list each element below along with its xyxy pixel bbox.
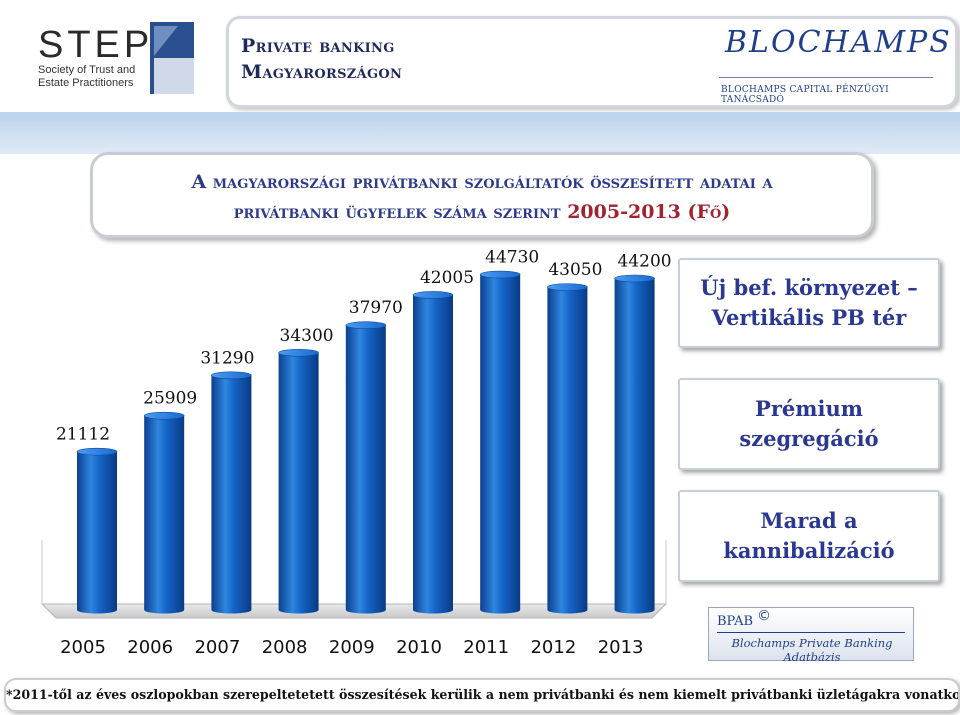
step-logo-subtitle-line: Estate Practitioners xyxy=(38,77,134,89)
bar-top xyxy=(479,270,521,279)
bar-chart: 21112 25909 31290 34300 37970 42005 44730 43050… xyxy=(40,248,672,658)
bar-2005 xyxy=(76,447,118,614)
bar-body xyxy=(480,274,521,614)
bar-2008 xyxy=(278,348,319,614)
bpab-logo-subtitle: Blochamps Private Banking Adatbázis xyxy=(731,636,893,664)
bar-2011 xyxy=(479,270,521,614)
callout-text: Prémium szegregáció xyxy=(739,394,878,454)
step-logo-subtitle: Society of Trust and Estate Practitioner… xyxy=(38,64,163,90)
value-label: 44730 xyxy=(485,248,539,268)
chart-heading-line: A magyarországi privátbanki szolgáltatók… xyxy=(191,171,773,193)
header-title-box: Private banking Magyarországon BLOCHAMPS… xyxy=(226,16,958,108)
category-label: 2006 xyxy=(127,637,173,658)
blochamps-logo: BLOCHAMPS BLOCHAMPS CAPITAL PÉNZÜGYI TAN… xyxy=(719,25,950,105)
category-label: 2013 xyxy=(598,637,644,658)
value-label: 44200 xyxy=(618,252,672,272)
chart-heading-years: 2005-2013 (Fő) xyxy=(567,201,731,223)
value-label: 42005 xyxy=(420,268,474,288)
bar-top xyxy=(614,274,655,283)
callout-line: kannibalizáció xyxy=(723,538,895,563)
category-labels-group: 2005 2006 2007 2008 2009 2010 2011 2012 2013 xyxy=(60,637,643,658)
bar-body xyxy=(211,375,252,614)
bar-top xyxy=(76,447,118,456)
copyright-icon: © xyxy=(757,608,771,624)
bar-top xyxy=(211,371,252,380)
category-label: 2011 xyxy=(463,637,509,658)
blochamps-logo-rule xyxy=(719,77,933,78)
bar-body xyxy=(77,451,117,614)
bar-2006 xyxy=(143,411,185,614)
value-label: 31290 xyxy=(200,348,254,368)
value-label: 21112 xyxy=(56,425,110,445)
footnote: *2011-től az éves oszlopokban szerepelte… xyxy=(4,678,960,712)
callout-text: Marad a kannibalizáció xyxy=(723,506,894,566)
chart-heading-line2-text: privátbanki ügyfelek száma szerint xyxy=(233,201,561,223)
category-label: 2012 xyxy=(530,637,576,658)
page-title-line: Magyarországon xyxy=(241,61,403,83)
chart-heading-box: A magyarországi privátbanki szolgáltatók… xyxy=(90,152,874,238)
blochamps-logo-name: BLOCHAMPS xyxy=(725,25,952,60)
bar-2010 xyxy=(412,291,454,614)
value-label: 43050 xyxy=(548,260,602,280)
bar-top xyxy=(278,348,319,357)
category-label: 2007 xyxy=(194,637,240,658)
step-logo-mark-icon xyxy=(150,22,194,94)
bar-top xyxy=(143,411,185,420)
bar-2012 xyxy=(547,283,588,614)
step-logo-subtitle-line: Society of Trust and xyxy=(38,64,136,76)
category-label: 2005 xyxy=(60,637,106,658)
category-label: 2008 xyxy=(262,637,308,658)
category-label: 2009 xyxy=(329,637,375,658)
callout-line: szegregáció xyxy=(739,426,879,451)
bpab-logo-title: BPAB xyxy=(717,614,754,629)
callout-line: Prémium xyxy=(755,396,863,421)
bar-body xyxy=(345,325,386,614)
value-label: 34300 xyxy=(280,326,334,346)
callout-cannibalization: Marad a kannibalizáció xyxy=(678,490,940,582)
chart-heading: A magyarországi privátbanki szolgáltatók… xyxy=(105,167,859,227)
bar-top xyxy=(412,291,454,299)
bar-body xyxy=(144,415,185,614)
callout-premium-segregation: Prémium szegregáció xyxy=(678,378,940,470)
bar-body xyxy=(614,278,655,614)
value-labels-group: 21112 25909 31290 34300 37970 42005 44730 43050… xyxy=(56,248,672,445)
blochamps-logo-tagline: BLOCHAMPS CAPITAL PÉNZÜGYI TANÁCSADÓ xyxy=(721,85,890,105)
value-label: 25909 xyxy=(143,389,197,409)
bar-body xyxy=(413,294,453,614)
callout-line: Marad a xyxy=(760,508,858,533)
page-title: Private banking Magyarországon xyxy=(241,33,402,85)
bpab-logo: BPAB © Blochamps Private Banking Adatbáz… xyxy=(708,607,914,664)
page-title-line: Private banking xyxy=(241,35,395,57)
bars-group xyxy=(76,270,655,614)
header-band xyxy=(0,112,960,154)
bar-top xyxy=(547,283,588,291)
bar-body xyxy=(278,352,319,614)
bar-2007 xyxy=(211,371,252,614)
callout-text: Új bef. környezet – Vertikális PB tér xyxy=(700,273,917,333)
value-label: 37970 xyxy=(349,298,403,318)
chart-heading-line: privátbanki ügyfelek száma szerint 2005-… xyxy=(105,197,859,227)
bar-2009 xyxy=(345,321,387,614)
category-label: 2010 xyxy=(396,637,442,658)
page-header: STEP Society of Trust and Estate Practit… xyxy=(0,0,960,112)
step-logo-name: STEP xyxy=(38,24,154,66)
bar-2013 xyxy=(614,274,655,614)
callout-line: Vertikális PB tér xyxy=(711,305,907,330)
callout-new-environment: Új bef. környezet – Vertikális PB tér xyxy=(678,258,940,348)
bar-top xyxy=(345,321,387,330)
callout-line: Új bef. környezet – xyxy=(700,275,918,300)
bar-body xyxy=(547,287,588,614)
bpab-logo-rule xyxy=(717,632,905,633)
